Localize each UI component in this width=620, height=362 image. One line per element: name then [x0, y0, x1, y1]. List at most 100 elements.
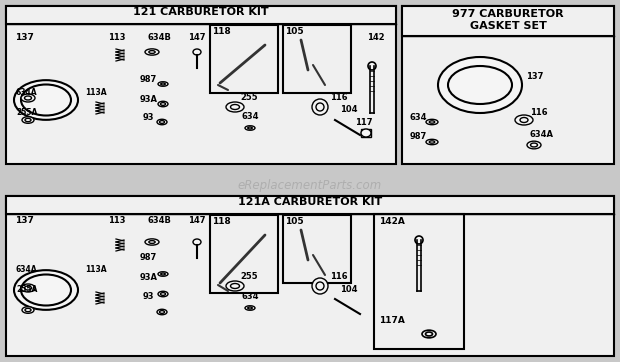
Text: 255A: 255A — [16, 108, 37, 117]
Text: 113: 113 — [108, 216, 125, 225]
Text: 634A: 634A — [16, 88, 38, 97]
Text: 118: 118 — [212, 217, 231, 226]
Ellipse shape — [316, 282, 324, 290]
Ellipse shape — [25, 308, 31, 312]
Text: 634B: 634B — [147, 216, 171, 225]
Text: 113A: 113A — [85, 88, 107, 97]
Text: 116: 116 — [330, 93, 348, 102]
Bar — [210, 25, 278, 93]
Ellipse shape — [248, 307, 252, 309]
Text: 93: 93 — [143, 292, 154, 301]
Text: 634A: 634A — [530, 130, 554, 139]
Ellipse shape — [161, 102, 166, 105]
Ellipse shape — [22, 307, 34, 313]
Ellipse shape — [312, 278, 328, 294]
Ellipse shape — [14, 80, 78, 120]
Bar — [361, 129, 371, 137]
Ellipse shape — [361, 129, 371, 137]
Ellipse shape — [531, 143, 538, 147]
Text: 105: 105 — [285, 27, 304, 36]
Ellipse shape — [159, 121, 164, 123]
Text: 634A: 634A — [16, 265, 38, 274]
Text: 121 CARBURETOR KIT: 121 CARBURETOR KIT — [133, 7, 269, 17]
Ellipse shape — [226, 281, 244, 291]
Ellipse shape — [161, 273, 166, 275]
Ellipse shape — [316, 103, 324, 111]
Bar — [210, 215, 278, 293]
Ellipse shape — [226, 102, 244, 112]
Ellipse shape — [368, 62, 376, 70]
Ellipse shape — [157, 119, 167, 125]
Text: 255: 255 — [240, 93, 258, 102]
Text: 977 CARBURETOR
GASKET SET: 977 CARBURETOR GASKET SET — [452, 9, 564, 31]
Text: 93A: 93A — [140, 273, 158, 282]
Ellipse shape — [426, 139, 438, 145]
Text: 116: 116 — [330, 272, 348, 281]
Ellipse shape — [429, 141, 435, 143]
Text: 121A CARBURETOR KIT: 121A CARBURETOR KIT — [238, 197, 382, 207]
Text: 142A: 142A — [379, 217, 405, 226]
Ellipse shape — [149, 51, 155, 54]
Bar — [283, 25, 351, 93]
Bar — [374, 214, 464, 349]
Text: 255A: 255A — [16, 285, 37, 294]
Text: 987: 987 — [140, 253, 157, 262]
Bar — [6, 6, 396, 164]
Ellipse shape — [21, 274, 71, 306]
Bar — [6, 196, 614, 356]
Text: 113: 113 — [108, 33, 125, 42]
Ellipse shape — [25, 118, 31, 122]
Bar — [6, 6, 396, 24]
Text: 93: 93 — [143, 113, 154, 122]
Ellipse shape — [193, 239, 201, 245]
Bar — [6, 196, 614, 214]
Ellipse shape — [158, 291, 168, 297]
Bar — [283, 215, 351, 283]
Ellipse shape — [161, 292, 166, 295]
Ellipse shape — [22, 117, 34, 123]
Ellipse shape — [21, 84, 71, 115]
Ellipse shape — [415, 236, 423, 244]
Text: 147: 147 — [188, 216, 205, 225]
Ellipse shape — [520, 118, 528, 122]
Text: 117: 117 — [355, 118, 373, 127]
Text: 634: 634 — [242, 292, 260, 301]
Text: 137: 137 — [15, 33, 34, 42]
Ellipse shape — [21, 284, 35, 292]
Ellipse shape — [21, 94, 35, 102]
Ellipse shape — [438, 57, 522, 113]
Ellipse shape — [426, 119, 438, 125]
Ellipse shape — [158, 82, 168, 86]
Ellipse shape — [14, 270, 78, 310]
Ellipse shape — [245, 306, 255, 310]
Ellipse shape — [231, 283, 239, 289]
Text: 142: 142 — [367, 33, 384, 42]
Bar — [402, 6, 614, 164]
Bar — [402, 6, 614, 36]
Ellipse shape — [157, 309, 167, 315]
Ellipse shape — [312, 99, 328, 115]
Ellipse shape — [145, 49, 159, 55]
Ellipse shape — [248, 127, 252, 129]
Ellipse shape — [159, 311, 164, 313]
Ellipse shape — [425, 332, 433, 336]
Text: 987: 987 — [140, 75, 157, 84]
Ellipse shape — [422, 330, 436, 338]
Text: 137: 137 — [526, 72, 543, 81]
Ellipse shape — [245, 126, 255, 130]
Text: eReplacementParts.com: eReplacementParts.com — [238, 178, 382, 191]
Ellipse shape — [527, 141, 541, 149]
Ellipse shape — [193, 49, 201, 55]
Text: 634: 634 — [242, 112, 260, 121]
Text: 104: 104 — [340, 285, 358, 294]
Ellipse shape — [158, 101, 168, 107]
Text: 93A: 93A — [140, 95, 158, 104]
Ellipse shape — [149, 241, 155, 243]
Text: 104: 104 — [340, 105, 358, 114]
Text: 117A: 117A — [379, 316, 405, 325]
Ellipse shape — [231, 105, 239, 109]
Ellipse shape — [161, 83, 166, 85]
Ellipse shape — [25, 286, 32, 290]
Ellipse shape — [515, 115, 533, 125]
Text: 255: 255 — [240, 272, 258, 281]
